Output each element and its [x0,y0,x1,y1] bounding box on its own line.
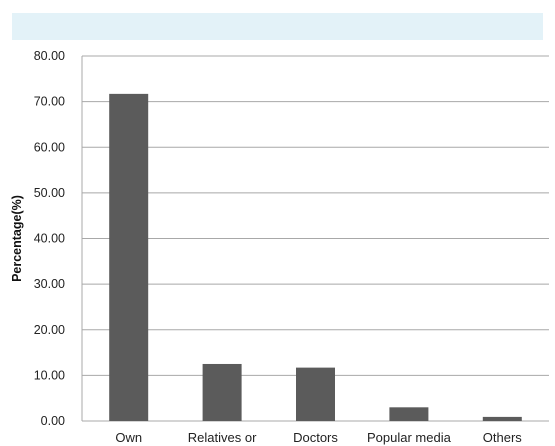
bar-doctors [296,367,335,421]
bar-others [482,416,522,421]
y-tick-label: 0.00 [41,414,65,428]
y-axis-title: Percentage(%) [10,195,24,282]
x-tick-label: Popular media [367,430,452,445]
y-tick-label: 70.00 [34,95,65,109]
y-tick-label: 20.00 [34,323,65,337]
x-tick-label: Others [483,430,523,445]
x-tick-label: Relatives or [188,430,257,445]
y-tick-label: 30.00 [34,277,65,291]
x-tick-label: Doctors [293,430,338,445]
y-tick-label: 10.00 [34,368,65,382]
x-tick-label: Own [115,430,142,445]
header-band [12,13,543,40]
bar-own [109,93,149,422]
gridlines [82,55,549,422]
x-tick-labels: Own Relatives or Doctors Popular media Other… [115,430,522,445]
y-tick-label: 60.00 [34,140,65,154]
y-tick-labels: 0.00 10.00 20.00 30.00 40.00 50.00 60.00 70.00 8… [34,49,65,428]
bar-popular-media [389,407,429,421]
y-tick-label: 40.00 [34,232,65,246]
bar-relatives-or [202,363,242,421]
y-tick-label: 50.00 [34,186,65,200]
y-tick-label: 80.00 [34,49,65,63]
bars [109,93,522,422]
